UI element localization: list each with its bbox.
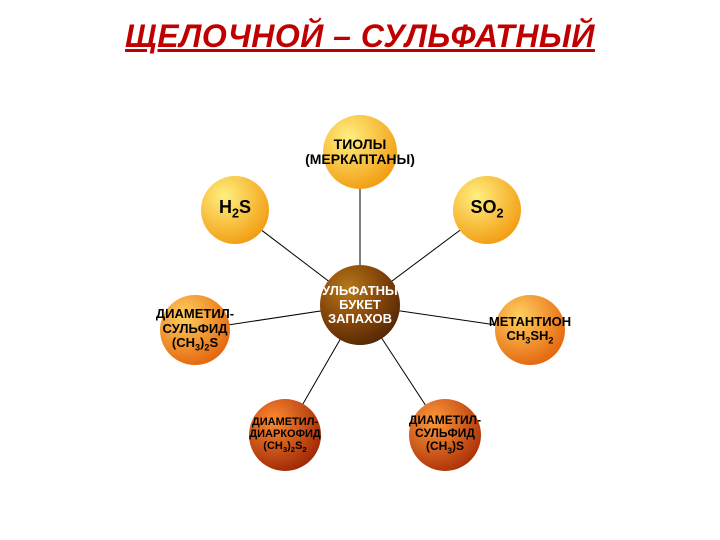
node-label: SO2 <box>470 198 503 221</box>
outer-node-n2: МЕТАНТИОНCH3SH2 <box>495 295 565 365</box>
outer-node-n4: ДИАМЕТИЛ-ДИАРКОФИД(CH3)2S2 <box>249 399 321 471</box>
outer-node-n3: ДИАМЕТИЛ-СУЛЬФИД(CH3)S <box>409 399 481 471</box>
node-label: ДИАМЕТИЛ-ДИАРКОФИД(CH3)2S2 <box>249 416 320 455</box>
nodes-layer: ТИОЛЫ(МЕРКАПТАНЫ) SO2 МЕТАНТИОНCH3SH2 ДИАМЕ… <box>0 90 720 520</box>
node-label: H2S <box>219 198 251 221</box>
radial-diagram: ТИОЛЫ(МЕРКАПТАНЫ) SO2 МЕТАНТИОНCH3SH2 ДИАМЕ… <box>0 90 720 520</box>
outer-node-n0: ТИОЛЫ(МЕРКАПТАНЫ) <box>323 115 397 189</box>
node-label: МЕТАНТИОНCH3SH2 <box>489 315 571 346</box>
page-title: ЩЕЛОЧНОЙ – СУЛЬФАТНЫЙ <box>0 18 720 55</box>
outer-node-n5: ДИАМЕТИЛ-СУЛЬФИД(CH3)2S <box>160 295 230 365</box>
center-node: СУЛЬФАТНЫЙБУКЕТЗАПАХОВ <box>320 265 400 345</box>
node-label: СУЛЬФАТНЫЙБУКЕТЗАПАХОВ <box>313 284 407 327</box>
node-label: ДИАМЕТИЛ-СУЛЬФИД(CH3)2S <box>156 307 234 352</box>
outer-node-n1: SO2 <box>453 176 521 244</box>
node-label: ДИАМЕТИЛ-СУЛЬФИД(CH3)S <box>409 414 481 456</box>
outer-node-n6: H2S <box>201 176 269 244</box>
node-label: ТИОЛЫ(МЕРКАПТАНЫ) <box>305 137 415 168</box>
